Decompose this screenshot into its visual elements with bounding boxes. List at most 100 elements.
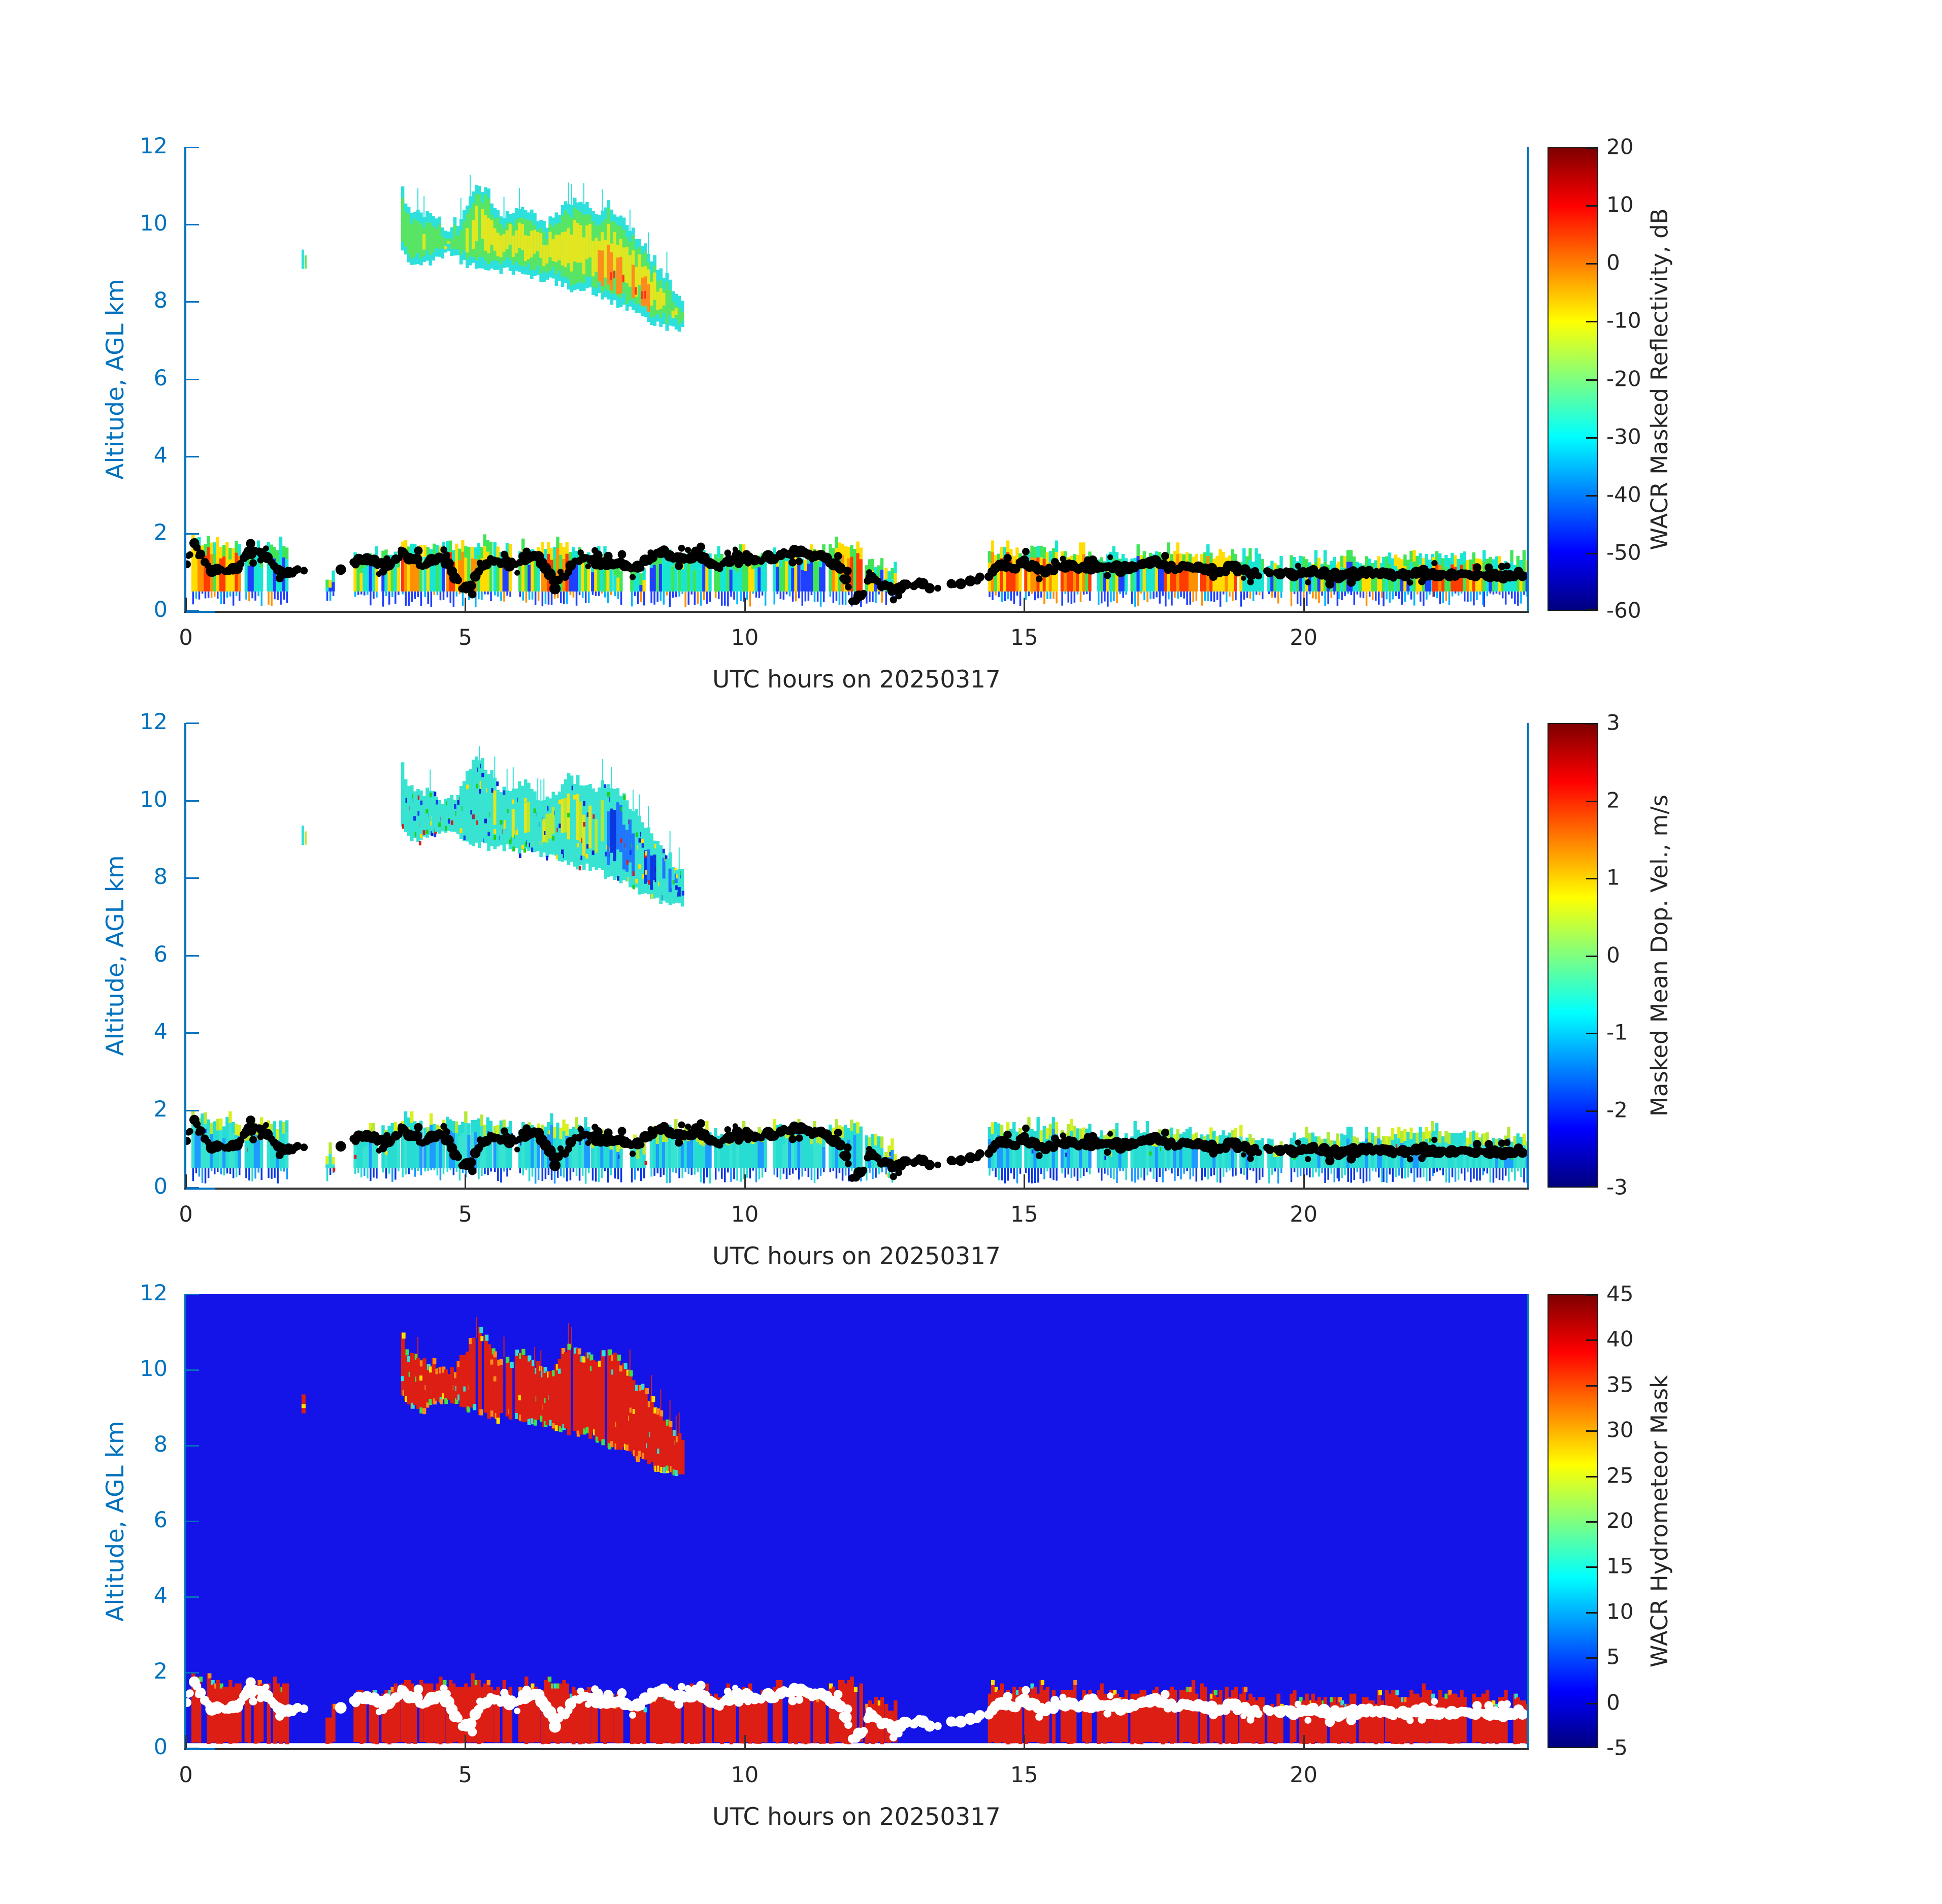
y-tick-label: 12 (140, 134, 168, 159)
y-tick-label: 0 (153, 597, 168, 622)
colorbar-tick-label: -40 (1606, 482, 1641, 507)
colorbar-tick-mark (1586, 1702, 1597, 1704)
x-tick-label: 5 (458, 1762, 473, 1788)
y-tick-label: 8 (153, 864, 168, 890)
colorbar-tick-label: -50 (1606, 540, 1641, 565)
y-tick-mark (186, 1187, 199, 1189)
plot-area-velocity (186, 723, 1527, 1188)
colorbar-tick-mark (1586, 1110, 1597, 1112)
plot-area-reflectivity (186, 147, 1527, 611)
colorbar-tick-mark (1586, 800, 1597, 802)
x-tick-mark (744, 1735, 746, 1748)
x-tick-label: 20 (1290, 625, 1318, 650)
colorbar-tick-label: 40 (1606, 1326, 1634, 1352)
x-tick-label: 15 (1010, 1202, 1038, 1227)
colorbar-tick-mark (1586, 205, 1597, 207)
x-axis-label: UTC hours on 20250317 (712, 1242, 1001, 1270)
y-tick-mark (186, 1294, 199, 1295)
colorbar-tick-mark (1586, 1186, 1597, 1188)
y-tick-mark (186, 1369, 199, 1371)
y-tick-mark (186, 378, 199, 380)
x-axis-corner-accent (186, 1188, 215, 1190)
colorbar-tick-label: 10 (1606, 1599, 1634, 1624)
colorbar-tick-mark (1586, 495, 1597, 497)
x-tick-label: 0 (179, 625, 193, 650)
x-tick-mark (1024, 1174, 1026, 1188)
y-tick-mark (186, 1596, 199, 1598)
colorbar-tick-label: 25 (1606, 1463, 1634, 1488)
y-tick-label: 2 (153, 519, 168, 545)
colorbar-tick-mark (1586, 1521, 1597, 1523)
plot-area-mask (186, 1294, 1527, 1748)
y-tick-label: 10 (140, 211, 168, 237)
y-tick-mark (186, 1109, 199, 1111)
y-tick-label: 10 (140, 1356, 168, 1382)
colorbar-tick-label: -60 (1606, 598, 1641, 623)
colorbar-tick-label: 35 (1606, 1372, 1634, 1397)
x-tick-mark (1303, 598, 1305, 611)
x-axis-line-panel1 (184, 611, 1529, 613)
y-tick-mark (186, 1672, 199, 1673)
x-axis-line-panel2 (184, 1188, 1529, 1190)
y-tick-mark (186, 1748, 199, 1749)
x-tick-mark (1024, 598, 1026, 611)
colorbar-tick-label: 0 (1606, 250, 1620, 275)
x-tick-label: 0 (179, 1202, 193, 1227)
colorbar-tick-mark (1586, 379, 1597, 381)
colorbar-tick-mark (1586, 147, 1597, 149)
colorbar-tick-mark (1586, 263, 1597, 265)
colorbar-tick-label: 30 (1606, 1417, 1634, 1442)
colorbar-tick-label: -20 (1606, 366, 1641, 391)
colorbar-tick-mark (1586, 1339, 1597, 1341)
x-tick-label: 20 (1290, 1762, 1318, 1788)
y-tick-label: 4 (153, 1583, 168, 1608)
heatmap-layer-mask (186, 1294, 1527, 1745)
colorbar-tick-label: -5 (1606, 1735, 1628, 1760)
x-tick-mark (185, 598, 187, 611)
x-tick-label: 5 (458, 625, 473, 650)
x-axis-label: UTC hours on 20250317 (712, 1803, 1001, 1831)
y-tick-label: 2 (153, 1659, 168, 1684)
colorbar-title: WACR Masked Reflectivity, dB (1646, 208, 1673, 550)
y-tick-mark (186, 800, 199, 802)
x-axis-corner-accent (186, 611, 215, 613)
colorbar-tick-label: -1 (1606, 1020, 1628, 1045)
x-tick-mark (185, 1735, 187, 1748)
colorbar-tick-label: -3 (1606, 1174, 1628, 1200)
y-axis-line-panel2 (184, 723, 186, 1189)
y-tick-mark (186, 301, 199, 303)
y-tick-mark (186, 1445, 199, 1447)
y-axis-line-panel1 (184, 147, 186, 612)
x-tick-mark (465, 1735, 467, 1748)
colorbar-tick-mark (1586, 1566, 1597, 1568)
y-tick-label: 6 (153, 1507, 168, 1533)
y-tick-label: 12 (140, 1281, 168, 1306)
y-tick-label: 6 (153, 365, 168, 391)
x-tick-mark (1303, 1174, 1305, 1188)
colorbar-tick-label: -30 (1606, 424, 1641, 449)
y-tick-label: 12 (140, 709, 168, 735)
x-axis-line-panel3 (184, 1748, 1529, 1750)
colorbar-tick-label: 20 (1606, 134, 1634, 159)
colorbar-tick-label: 0 (1606, 942, 1620, 968)
x-tick-label: 15 (1010, 1762, 1038, 1788)
y-tick-mark (186, 533, 199, 535)
colorbar-tick-mark (1586, 609, 1597, 611)
colorbar-tick-label: 5 (1606, 1644, 1620, 1669)
colorbar-tick-label: 1 (1606, 865, 1620, 890)
y-tick-mark (186, 1032, 199, 1034)
colorbar-tick-label: 15 (1606, 1553, 1634, 1579)
y-tick-mark (186, 610, 199, 612)
x-tick-mark (744, 598, 746, 611)
colorbar-tick-mark (1586, 552, 1597, 554)
x-tick-label: 20 (1290, 1202, 1318, 1227)
y-tick-label: 6 (153, 941, 168, 967)
colorbar-tick-label: 3 (1606, 710, 1620, 735)
x-tick-label: 10 (731, 1762, 759, 1788)
right-axis-line-panel3 (1527, 1294, 1529, 1748)
colorbar-tick-label: -10 (1606, 308, 1641, 333)
x-axis-corner-accent (186, 1748, 215, 1750)
y-tick-mark (186, 1521, 199, 1522)
colorbar-tick-mark (1586, 955, 1597, 957)
colorbar-tick-label: 2 (1606, 787, 1620, 813)
